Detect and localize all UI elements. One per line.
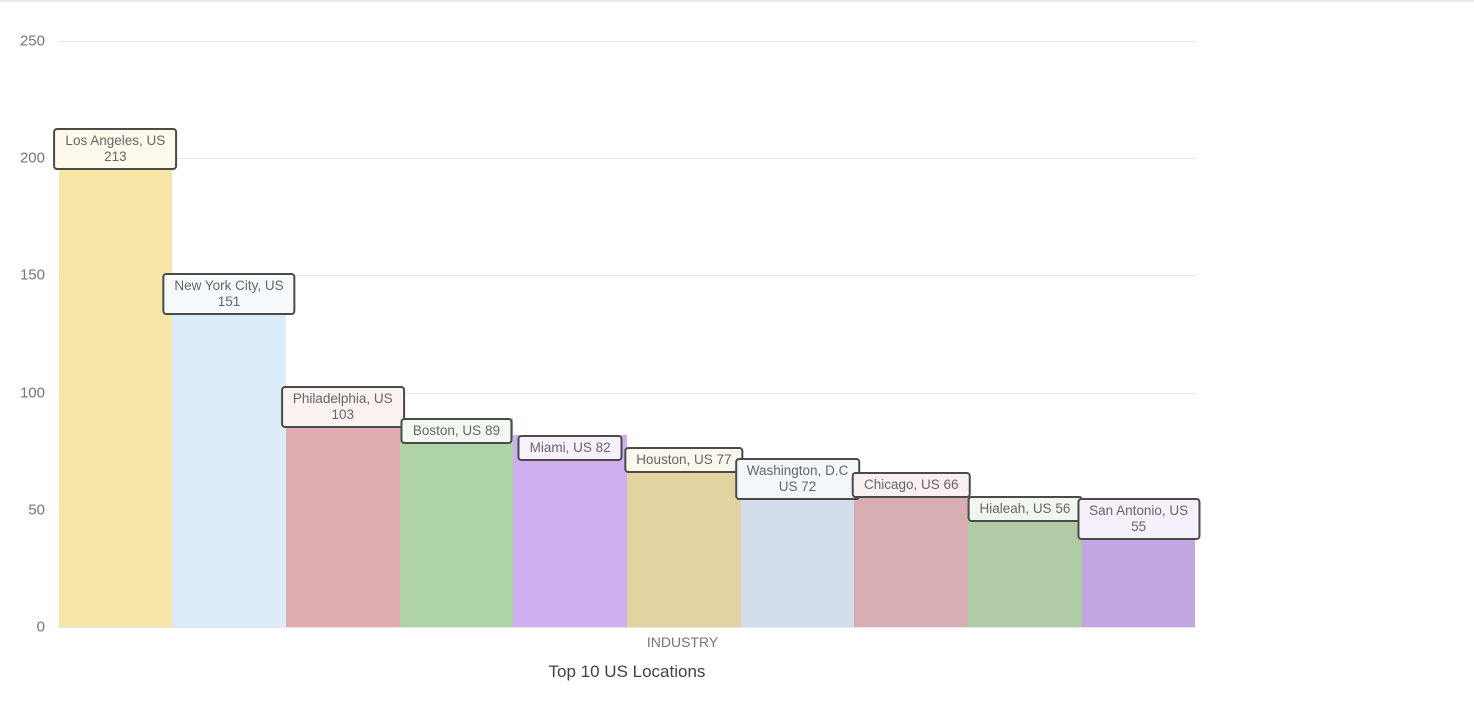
bar-label-line: Boston, US 89 (412, 423, 500, 439)
bar-boston-us[interactable] (399, 418, 514, 627)
bar-label-line: 151 (217, 294, 241, 310)
bar-label-line: Philadelphia, US (292, 390, 393, 406)
bar-label-new-york-city-us: New York City, US 151 (162, 273, 296, 316)
bar-label-line: Los Angeles, US (65, 132, 166, 148)
gridline-250 (58, 41, 1196, 42)
y-tick-150: 150 (19, 266, 45, 284)
bar-label-line: Houston, US 77 (636, 451, 732, 467)
bar-label-line: US 72 (778, 479, 817, 495)
y-tick-50: 50 (28, 501, 45, 519)
bar-label-line: San Antonio, US (1089, 503, 1189, 519)
bar-label-line: New York City, US (174, 278, 284, 294)
bar-label-miami-us: Miami, US 82 (517, 434, 623, 461)
y-tick-0: 0 (36, 618, 45, 636)
bar-label-line: Hialeah, US 56 (979, 500, 1071, 516)
bar-label-line: 103 (331, 406, 355, 422)
bar-label-line: Chicago, US 66 (863, 477, 959, 493)
bar-label-washington-d-c: Washington, D.C US 72 (734, 458, 861, 501)
chart-title: Top 10 US Locations (548, 662, 706, 681)
bar-new-york-city-us[interactable] (172, 273, 286, 627)
bar-label-line: Washington, D.C (746, 463, 849, 479)
top-divider (0, 0, 1474, 2)
gridline-100 (58, 392, 1196, 394)
bar-los-angeles-us[interactable] (58, 127, 173, 627)
bar-houston-us[interactable] (627, 446, 741, 627)
bar-label-line: 213 (104, 148, 127, 164)
bar-label-houston-us: Houston, US 77 (624, 446, 744, 473)
bar-label-hialeah-us: Hialeah, US 56 (967, 495, 1083, 522)
y-tick-250: 250 (19, 32, 45, 50)
bar-label-philadelphia-us: Philadelphia, US 103 (280, 385, 405, 428)
bar-label-line: Miami, US 82 (529, 439, 611, 455)
y-tick-100: 100 (19, 384, 45, 402)
gridline-150 (58, 275, 1196, 277)
x-axis-title: INDUSTRY (646, 634, 719, 650)
y-tick-200: 200 (19, 149, 45, 167)
bar-miami-us[interactable] (513, 434, 627, 627)
bar-label-boston-us: Boston, US 89 (400, 418, 512, 445)
bar-chart: 0 50 100 150 200 250 Los Angeles, US 213 New Yo… (19, 32, 1201, 681)
bar-label-los-angeles-us: Los Angeles, US 213 (53, 127, 178, 170)
bar-label-chicago-us: Chicago, US 66 (851, 472, 971, 499)
bar-label-line: 55 (1131, 519, 1147, 535)
bar-label-san-antonio-us: San Antonio, US 55 (1077, 498, 1201, 541)
gridline-200 (58, 158, 1196, 160)
gridline-0 (58, 627, 1196, 628)
